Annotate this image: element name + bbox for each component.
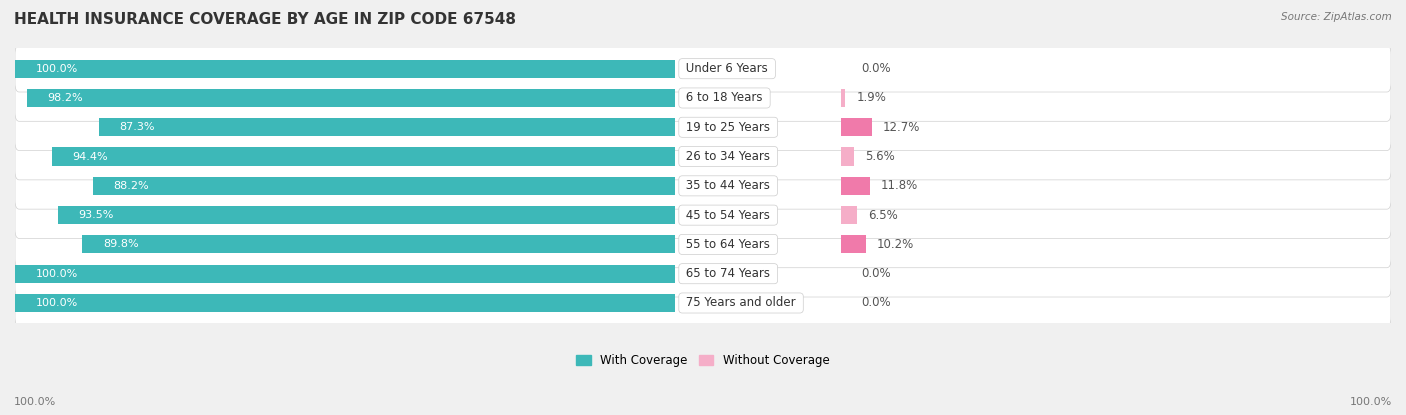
Bar [841,206,856,224]
Text: 5.6%: 5.6% [866,150,896,163]
Text: Under 6 Years: Under 6 Years [682,62,772,75]
Legend: With Coverage, Without Coverage: With Coverage, Without Coverage [576,354,830,367]
Text: 45 to 54 Years: 45 to 54 Years [682,209,773,222]
FancyBboxPatch shape [15,163,1391,209]
Text: 100.0%: 100.0% [35,63,77,74]
Text: 19 to 25 Years: 19 to 25 Years [682,121,775,134]
Bar [93,177,675,195]
Bar [841,147,855,166]
Bar [841,235,866,254]
FancyBboxPatch shape [15,133,1391,180]
Text: 94.4%: 94.4% [73,151,108,161]
Bar [98,118,675,137]
Bar [58,206,675,224]
FancyBboxPatch shape [15,104,1391,151]
Text: 100.0%: 100.0% [35,298,77,308]
Bar [15,294,675,312]
Text: 65 to 74 Years: 65 to 74 Years [682,267,775,280]
FancyBboxPatch shape [15,280,1391,326]
Text: 98.2%: 98.2% [48,93,83,103]
Text: 11.8%: 11.8% [880,179,918,192]
Bar [15,60,675,78]
Bar [15,265,675,283]
Text: 12.7%: 12.7% [883,121,921,134]
Text: 35 to 44 Years: 35 to 44 Years [682,179,773,192]
Text: 10.2%: 10.2% [877,238,914,251]
Text: 26 to 34 Years: 26 to 34 Years [682,150,775,163]
FancyBboxPatch shape [15,221,1391,268]
FancyBboxPatch shape [15,75,1391,121]
FancyBboxPatch shape [15,45,1391,92]
Text: HEALTH INSURANCE COVERAGE BY AGE IN ZIP CODE 67548: HEALTH INSURANCE COVERAGE BY AGE IN ZIP … [14,12,516,27]
Bar [83,235,675,254]
Text: 89.8%: 89.8% [103,239,139,249]
Bar [841,89,845,107]
Text: Source: ZipAtlas.com: Source: ZipAtlas.com [1281,12,1392,22]
Bar [27,89,675,107]
Text: 87.3%: 87.3% [120,122,155,132]
FancyBboxPatch shape [15,192,1391,239]
Text: 0.0%: 0.0% [862,296,891,310]
Text: 1.9%: 1.9% [856,91,886,105]
Text: 88.2%: 88.2% [114,181,149,191]
Text: 6 to 18 Years: 6 to 18 Years [682,91,766,105]
Text: 0.0%: 0.0% [862,267,891,280]
Text: 6.5%: 6.5% [868,209,897,222]
Text: 100.0%: 100.0% [1350,397,1392,407]
Text: 93.5%: 93.5% [79,210,114,220]
FancyBboxPatch shape [15,250,1391,297]
Bar [841,177,870,195]
Text: 0.0%: 0.0% [862,62,891,75]
Text: 100.0%: 100.0% [14,397,56,407]
Bar [841,118,872,137]
Text: 55 to 64 Years: 55 to 64 Years [682,238,773,251]
Text: 75 Years and older: 75 Years and older [682,296,800,310]
Bar [52,147,675,166]
Text: 100.0%: 100.0% [35,269,77,279]
